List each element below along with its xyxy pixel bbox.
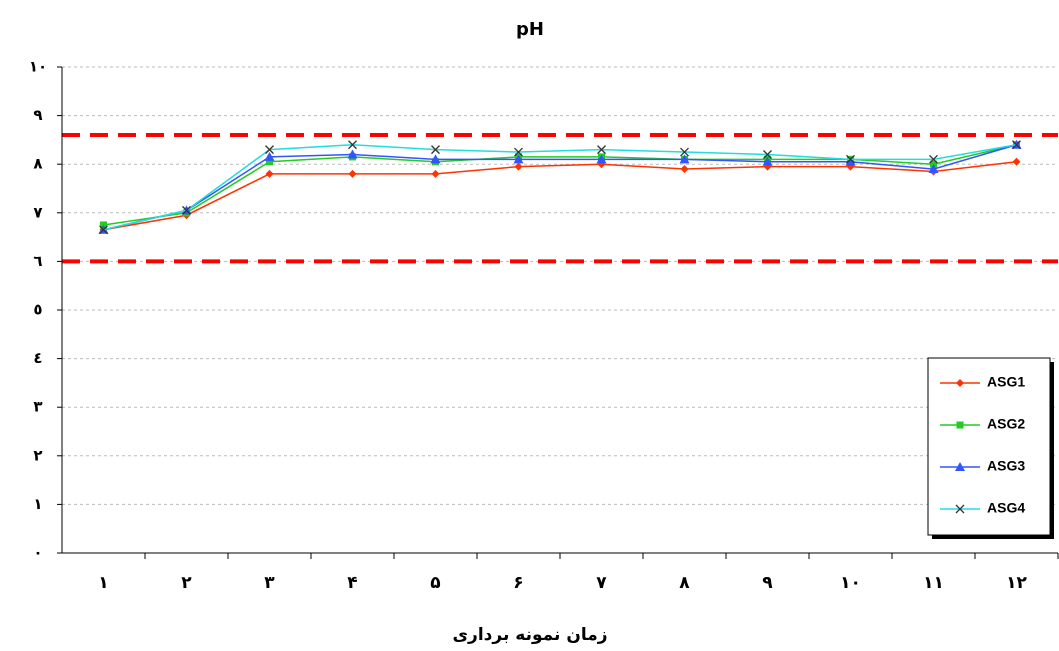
y-tick-label: ۲: [33, 446, 42, 464]
marker: [846, 154, 855, 164]
y-tick-label: ۱: [33, 495, 42, 513]
marker: [514, 147, 523, 157]
x-tick-label: ۱۲: [1006, 573, 1027, 593]
marker: [680, 165, 689, 174]
x-axis-label: زمان نمونه برداری: [452, 625, 607, 645]
marker: [348, 169, 357, 178]
marker: [1012, 140, 1021, 150]
marker: [955, 462, 965, 471]
marker: [430, 154, 441, 164]
y-tick-label: ۱۰: [29, 58, 47, 76]
legend-label: ASG2: [987, 416, 1025, 432]
legend-box: [927, 357, 1051, 536]
legend-label: ASG3: [987, 458, 1025, 474]
marker: [1012, 157, 1021, 166]
y-tick-label: ٤: [33, 349, 42, 367]
x-tick-label: ۱: [98, 573, 108, 593]
marker: [956, 421, 964, 429]
y-tick-label: ٦: [33, 252, 42, 270]
x-tick-label: ۳: [264, 573, 275, 593]
x-tick-label: ۸: [679, 573, 690, 593]
x-tick-label: ۱۱: [923, 573, 944, 593]
x-tick-label: ۲: [181, 573, 192, 593]
marker: [679, 154, 690, 164]
legend-label: ASG1: [987, 374, 1025, 390]
x-tick-label: ۹: [762, 573, 773, 593]
marker: [513, 154, 524, 164]
chart-title: pH: [516, 19, 544, 40]
marker: [762, 156, 773, 166]
series-line: [103, 144, 1017, 231]
marker: [763, 150, 772, 159]
marker: [514, 162, 523, 171]
marker: [929, 154, 938, 164]
legend-label: ASG4: [987, 500, 1025, 516]
y-tick-label: ۸: [33, 155, 42, 173]
x-tick-label: ۵: [430, 573, 440, 593]
series-line: [103, 144, 1017, 231]
x-tick-label: ۴: [347, 573, 357, 593]
marker: [347, 149, 358, 159]
y-tick-label: ٥: [33, 301, 42, 319]
marker: [955, 504, 965, 514]
marker: [845, 156, 856, 166]
marker: [597, 145, 606, 155]
marker: [265, 169, 274, 178]
marker: [99, 225, 108, 235]
marker: [348, 140, 357, 150]
marker: [266, 158, 273, 166]
series-line: [103, 144, 1017, 226]
marker: [431, 169, 440, 178]
x-tick-label: ۱۰: [840, 573, 861, 593]
y-tick-label: ۷: [33, 203, 42, 221]
y-tick-label: ۹: [33, 106, 42, 124]
legend: ASG1 ASG2 ASG3 ASG4: [927, 357, 1054, 539]
marker: [956, 379, 964, 387]
x-tick-label: ۷: [596, 573, 607, 593]
marker: [680, 147, 689, 157]
marker: [264, 151, 275, 161]
marker: [265, 145, 274, 155]
y-tick-label: ۳: [33, 398, 42, 416]
x-tick-label: ۶: [513, 573, 523, 593]
series-line: [103, 161, 1017, 231]
marker: [182, 205, 191, 215]
marker: [596, 154, 607, 164]
y-tick-label: ۰: [33, 544, 42, 562]
marker: [431, 145, 440, 155]
marker: [928, 164, 939, 174]
